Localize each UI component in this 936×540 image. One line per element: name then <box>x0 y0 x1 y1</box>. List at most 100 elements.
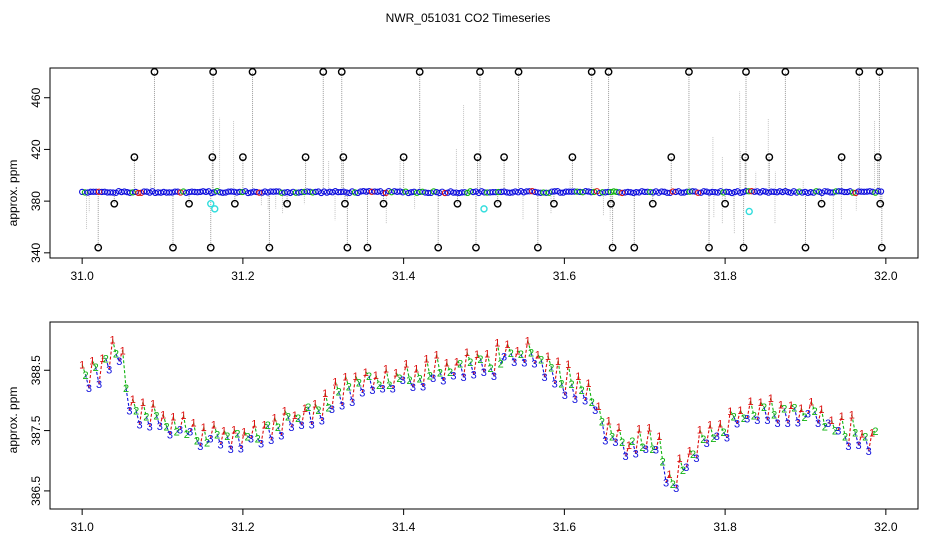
sample-label-1: 1 <box>363 367 369 379</box>
trace-segment <box>280 410 286 436</box>
sample-label-2: 2 <box>163 422 169 434</box>
trace-segment <box>135 410 141 425</box>
trace-segment <box>304 406 309 409</box>
sample-label-1: 1 <box>383 364 389 376</box>
x-tick-label: 31.6 <box>553 520 577 534</box>
baseline-point <box>183 189 190 196</box>
trace-segment <box>621 441 627 457</box>
trace-segment <box>787 405 792 424</box>
trace-segment <box>223 430 228 437</box>
trace-segment <box>820 408 826 427</box>
trace-segment <box>675 457 681 488</box>
trace-segment <box>618 426 623 442</box>
outlier-point <box>185 199 193 208</box>
sample-label-2: 2 <box>599 416 605 428</box>
sample-label-1: 1 <box>798 403 804 415</box>
trace-segment <box>230 429 235 449</box>
trace-segment <box>452 361 458 376</box>
sample-label-1: 1 <box>808 397 814 409</box>
sample-label-1: 1 <box>555 356 561 368</box>
baseline-point <box>560 189 567 196</box>
trace-segment <box>284 410 289 417</box>
sample-label-3: 3 <box>96 379 102 391</box>
sample-label-1: 1 <box>140 397 146 409</box>
sample-label-1: 1 <box>545 351 551 363</box>
sample-label-2: 2 <box>660 457 666 469</box>
trace-segment <box>756 401 762 421</box>
sample-label-3: 3 <box>855 440 861 452</box>
baseline-point <box>250 188 257 195</box>
sample-label-1: 1 <box>646 423 652 435</box>
baseline-point <box>543 189 550 196</box>
sample-label-2: 2 <box>710 433 716 445</box>
trace-segment <box>550 367 556 384</box>
top-marks <box>78 67 886 252</box>
baseline-point <box>374 188 381 195</box>
sample-label-1: 1 <box>504 339 510 351</box>
trace-segment <box>247 435 252 439</box>
top-panel: approx. ppm 31.0 31.2 31.4 31.6 31.8 32.03403… <box>6 67 919 283</box>
trace-segment <box>851 414 856 433</box>
sample-label-1: 1 <box>535 349 541 361</box>
trace-segment <box>473 353 478 375</box>
trace-segment <box>402 363 407 381</box>
top-plot-frame <box>49 67 919 259</box>
baseline-point <box>624 188 632 196</box>
trace-segment <box>533 354 539 364</box>
trace-segment <box>463 352 468 378</box>
sample-label-2: 2 <box>336 387 342 399</box>
sample-label-3: 3 <box>714 431 720 443</box>
trace-segment <box>608 420 613 437</box>
baseline-point <box>441 189 449 197</box>
baseline-point <box>680 189 688 196</box>
sample-label-2: 2 <box>346 382 352 394</box>
outlier-point <box>337 67 346 76</box>
trace-segment <box>658 436 664 462</box>
sample-label-2: 2 <box>356 378 362 390</box>
sample-label-1: 1 <box>373 370 379 382</box>
sample-label-2: 2 <box>619 437 625 449</box>
sample-label-1: 1 <box>839 411 845 423</box>
sample-label-3: 3 <box>704 438 710 450</box>
trace-segment <box>138 402 144 425</box>
trace-segment <box>554 360 559 384</box>
sample-label-1: 1 <box>444 358 450 370</box>
trace-segment <box>598 405 603 422</box>
baseline-point <box>208 189 215 197</box>
baseline-point <box>273 188 280 195</box>
sample-label-1: 1 <box>656 431 662 443</box>
sample-label-2: 2 <box>194 435 200 447</box>
outlier-point <box>630 243 639 252</box>
trace-segment <box>665 473 671 483</box>
outlier-point <box>339 153 348 162</box>
sample-label-2: 2 <box>113 349 119 361</box>
sample-label-1: 1 <box>231 425 237 437</box>
sample-label-1: 1 <box>393 368 399 380</box>
trace-segment <box>780 404 785 409</box>
x-tick-label: 31.2 <box>231 520 255 534</box>
sample-label-3: 3 <box>126 405 132 417</box>
trace-segment <box>557 360 563 384</box>
baseline-point <box>349 188 356 195</box>
sample-label-2: 2 <box>832 425 838 437</box>
trace-segment <box>581 389 586 401</box>
trace-segment <box>692 453 697 459</box>
trace-segment <box>466 352 471 363</box>
sample-label-3: 3 <box>805 409 811 421</box>
outlier-point <box>500 153 508 162</box>
outlier-point <box>283 199 291 208</box>
baseline-point <box>239 188 246 196</box>
sample-label-3: 3 <box>116 356 122 368</box>
baseline-point <box>689 188 696 195</box>
sample-label-3: 3 <box>167 429 173 441</box>
baseline-point <box>194 189 201 196</box>
baseline-point <box>222 189 229 196</box>
trace-segment <box>753 415 758 421</box>
trace-segment <box>409 379 414 388</box>
outlier-point <box>341 199 349 208</box>
baseline-point <box>664 189 671 196</box>
sample-label-1: 1 <box>677 453 683 465</box>
sample-label-3: 3 <box>339 400 345 412</box>
baseline-point <box>590 188 598 196</box>
trace-segment <box>368 375 373 390</box>
